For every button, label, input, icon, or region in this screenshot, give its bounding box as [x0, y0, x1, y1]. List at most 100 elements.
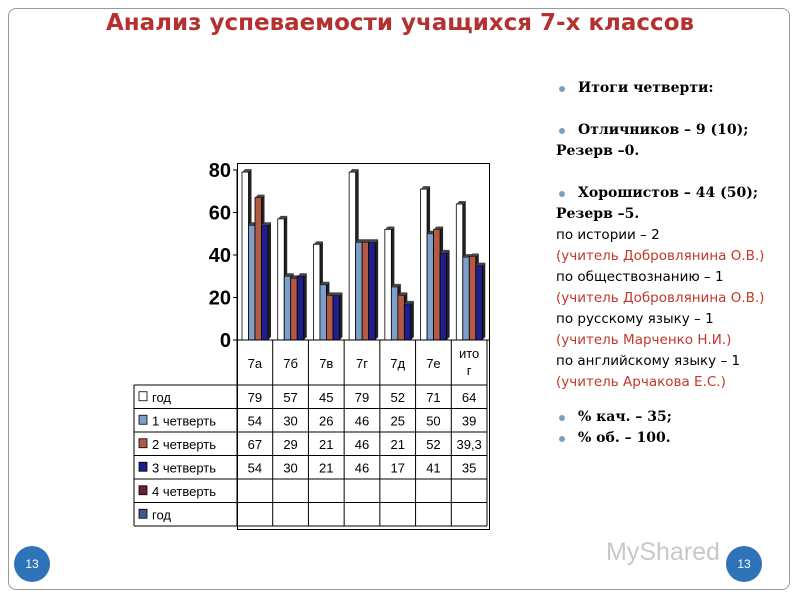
bar [455, 203, 464, 341]
teacher-social: (учитель Добровлянина О.В.) [556, 290, 765, 306]
data-label: 57 [283, 390, 297, 405]
bar-top [255, 194, 265, 198]
data-label: 50 [426, 413, 440, 428]
data-label: 39 [462, 413, 476, 428]
legend-label: год [152, 507, 171, 522]
bar-top [391, 283, 401, 287]
good-reserve: Резерв –5. [556, 206, 640, 222]
bar [326, 294, 334, 341]
bar-top [297, 273, 307, 277]
data-label: 46 [355, 437, 369, 452]
bar [248, 224, 256, 341]
data-label: 21 [390, 437, 404, 452]
excellent-reserve: Резерв –0. [556, 143, 640, 159]
legend-swatch [138, 391, 148, 402]
legend-swatch [138, 461, 148, 472]
bar-depth [303, 273, 307, 340]
category-label: 7а [248, 356, 263, 371]
y-tick-label: 20 [209, 288, 231, 310]
bar-top [384, 226, 395, 230]
data-label: 71 [426, 390, 440, 405]
y-tick-label: 40 [209, 245, 231, 267]
bar-top [242, 169, 252, 173]
bar-top [313, 241, 323, 245]
bar-top [326, 292, 336, 296]
bar [261, 224, 269, 341]
bar [348, 171, 357, 341]
bullet-results: Итоги четверти: [556, 78, 786, 99]
legend-swatch [138, 485, 148, 496]
bar-top [319, 281, 330, 285]
bar [468, 256, 477, 341]
data-label: 26 [319, 413, 333, 428]
bar-top [332, 292, 343, 296]
teacher-english: (учитель Арчакова Е.С.) [556, 374, 726, 390]
legend-label: 2 четверть [152, 437, 216, 452]
bar-top [456, 201, 466, 204]
legend-swatch [138, 414, 148, 425]
bar [384, 229, 392, 341]
y-tick-label: 60 [209, 203, 231, 225]
bar-depth [446, 249, 450, 340]
data-label: 67 [248, 437, 262, 452]
bar [355, 241, 363, 341]
bar-depth [482, 262, 486, 340]
bar [420, 188, 428, 341]
bar [403, 303, 412, 341]
data-label: 52 [426, 437, 440, 452]
bar-top [475, 262, 486, 266]
teacher-history: (учитель Добровлянина О.В.) [556, 248, 765, 264]
bar-top [433, 226, 444, 230]
bar [277, 218, 285, 341]
bar-top [284, 273, 294, 277]
legend-label: 4 четверть [152, 484, 216, 499]
category-label: 7г [356, 356, 368, 371]
bar-top [420, 186, 431, 190]
bar [361, 241, 370, 341]
reserve-english: по английскому языку – 1 [556, 353, 741, 369]
bar [439, 252, 447, 341]
category-label: ито [459, 346, 479, 361]
data-label: 54 [248, 460, 262, 475]
bullet-quality: % кач. – 35; [556, 407, 786, 428]
category-label: г [467, 363, 472, 378]
data-label: 29 [283, 437, 297, 452]
data-label: 41 [426, 460, 440, 475]
page-number-badge-right: 13 [726, 546, 762, 582]
bar-top [368, 239, 379, 243]
category-label: 7д [390, 356, 405, 371]
bar-top [349, 169, 359, 173]
bar [426, 233, 434, 341]
data-label: 30 [283, 413, 297, 428]
watermark-logo: MyShared [606, 538, 720, 566]
data-label: 54 [248, 413, 262, 428]
page-number-badge: 13 [14, 546, 50, 582]
data-label: 30 [283, 460, 297, 475]
bullet-excellent: Отличников – 9 (10); [556, 120, 786, 141]
legend-label: 3 четверть [152, 460, 216, 475]
reserve-history: по истории – 2 [556, 227, 660, 243]
bar-depth [268, 222, 271, 340]
y-tick-label: 80 [209, 160, 231, 182]
y-tick-label: 0 [220, 330, 231, 352]
bar-top [397, 292, 408, 296]
reserve-russian: по русскому языку – 1 [556, 311, 714, 327]
bar-top [261, 222, 271, 226]
bar [462, 256, 470, 341]
data-label: 21 [319, 437, 333, 452]
legend-label: 1 четверть [152, 413, 216, 428]
bar [368, 241, 376, 341]
bar-top [277, 215, 288, 219]
bar-top [404, 300, 414, 304]
bullet-good: Хорошистов – 44 (50); [556, 183, 786, 204]
data-label: 45 [319, 390, 333, 405]
bar [283, 275, 292, 341]
legend-swatch [138, 438, 148, 449]
bar-top [440, 249, 450, 253]
bar [475, 265, 483, 341]
legend-label: год [152, 390, 171, 405]
reserve-social: по обществознанию – 1 [556, 269, 724, 285]
data-label: 25 [390, 413, 404, 428]
bar [433, 229, 441, 341]
